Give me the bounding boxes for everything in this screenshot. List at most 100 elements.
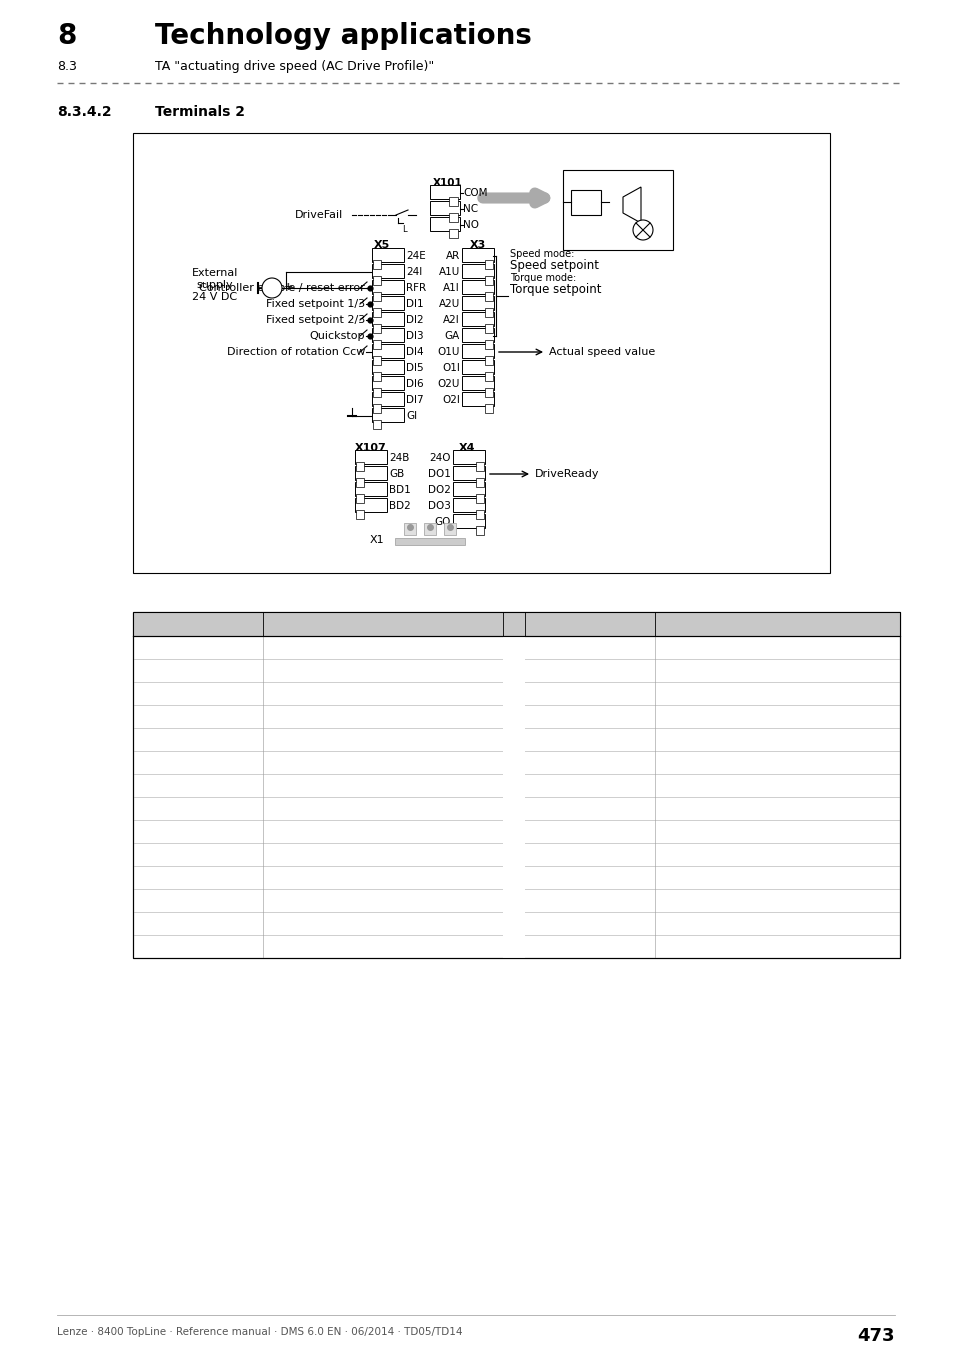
Bar — [132, 134, 829, 572]
Bar — [502, 936, 524, 958]
Bar — [476, 494, 483, 504]
Text: X4/DO1: X4/DO1 — [531, 895, 578, 906]
Text: X4/DO2: X4/DO2 — [531, 918, 578, 929]
Text: X4: X4 — [458, 443, 475, 454]
Bar — [355, 498, 387, 512]
Text: -: - — [660, 918, 664, 929]
Bar — [502, 865, 524, 890]
Bar — [484, 308, 493, 317]
Text: 8.3: 8.3 — [57, 59, 77, 73]
Bar — [562, 170, 672, 250]
Text: ): ) — [692, 872, 696, 883]
Text: LA_NCtrl.blogSpeed1: LA_NCtrl.blogSpeed1 — [269, 711, 386, 722]
Text: X5/RFR: X5/RFR — [139, 688, 184, 698]
Bar — [430, 201, 459, 215]
Bar — [461, 328, 494, 342]
Text: X3/O2I: X3/O2I — [531, 849, 572, 860]
Text: O1U: O1U — [437, 347, 459, 356]
Bar — [476, 462, 483, 471]
Text: X5/DI5: X5/DI5 — [139, 803, 180, 814]
Text: Torque setpoint: Torque setpoint — [510, 284, 601, 296]
Text: LA_NCtrl.bSetQuickstop: LA_NCtrl.bSetQuickstop — [269, 757, 401, 768]
Text: LA_NCtrl.bFailReset: LA_NCtrl.bFailReset — [269, 688, 376, 699]
Text: Assignment: Assignment — [660, 617, 739, 630]
Bar — [461, 392, 494, 406]
Bar — [476, 478, 483, 487]
Text: DI1: DI1 — [406, 298, 423, 309]
Text: X107/BD2: X107/BD2 — [139, 918, 200, 929]
Bar — [372, 392, 403, 406]
Text: BD1: BD1 — [389, 485, 411, 495]
Text: O2I: O2I — [441, 396, 459, 405]
Text: Terminals 2: Terminals 2 — [154, 105, 245, 119]
Bar — [373, 308, 380, 317]
Text: X5/DI7: X5/DI7 — [139, 849, 180, 860]
Text: supply: supply — [196, 279, 233, 290]
Bar — [430, 185, 459, 198]
Bar — [502, 819, 524, 842]
Text: A2U: A2U — [438, 298, 459, 309]
Text: A1I: A1I — [443, 284, 459, 293]
Text: X5/DI3: X5/DI3 — [139, 757, 180, 768]
Text: O1I: O1I — [441, 363, 459, 373]
Bar — [132, 612, 899, 636]
Text: -: - — [269, 918, 273, 929]
Bar — [484, 340, 493, 350]
Text: Actual speed value: Actual speed value — [548, 347, 655, 356]
Text: A1U: A1U — [438, 267, 459, 277]
Bar — [484, 324, 493, 333]
Bar — [453, 466, 484, 481]
Bar — [372, 296, 403, 310]
Bar — [484, 387, 493, 397]
Bar — [461, 312, 494, 325]
Bar — [571, 190, 600, 215]
Text: Torque mode:: Torque mode: — [510, 273, 576, 284]
Text: DI4: DI4 — [406, 347, 423, 356]
Bar — [373, 261, 380, 269]
Text: LA_NCtrl.bDriveReady: LA_NCtrl.bDriveReady — [660, 895, 783, 906]
Text: C00011: C00011 — [666, 872, 706, 883]
Text: Assignment: Assignment — [269, 617, 347, 630]
Text: DO2: DO2 — [428, 485, 451, 495]
Circle shape — [633, 220, 652, 240]
Bar — [484, 373, 493, 381]
Text: 8: 8 — [57, 22, 76, 50]
Bar — [461, 265, 494, 278]
Text: 24B: 24B — [389, 454, 409, 463]
Text: DI3: DI3 — [406, 331, 423, 342]
Text: GI: GI — [406, 410, 416, 421]
Bar — [355, 510, 364, 518]
Text: DI7: DI7 — [406, 396, 423, 405]
Text: X101: X101 — [433, 178, 462, 188]
Text: X3/A1U: X3/A1U — [531, 688, 577, 698]
Bar — [449, 230, 457, 238]
Bar — [476, 510, 483, 518]
Bar — [502, 890, 524, 913]
Text: -: - — [660, 826, 664, 837]
Text: X101/NC-NO: X101/NC-NO — [139, 643, 215, 652]
Text: X3/O2U: X3/O2U — [531, 826, 577, 837]
Bar — [403, 522, 416, 535]
Text: DI6: DI6 — [406, 379, 423, 389]
Text: 24I: 24I — [406, 267, 422, 277]
Bar — [502, 751, 524, 774]
Text: 24E: 24E — [406, 251, 425, 261]
Text: X3/A2I: X3/A2I — [531, 757, 571, 768]
Text: BD2: BD2 — [389, 501, 411, 512]
Text: X4/DO3: X4/DO3 — [531, 941, 578, 952]
Bar — [373, 275, 380, 285]
Bar — [449, 213, 457, 221]
Bar — [355, 482, 387, 495]
Text: Direction of rotation Ccw: Direction of rotation Ccw — [227, 347, 365, 356]
Text: X107/BD1: X107/BD1 — [139, 895, 200, 906]
Text: A2I: A2I — [443, 315, 459, 325]
Bar — [502, 913, 524, 936]
Text: -: - — [269, 849, 273, 860]
Bar — [372, 377, 403, 390]
Text: Speed setpoint: Speed setpoint — [510, 259, 598, 271]
Bar — [373, 292, 380, 301]
Text: 473: 473 — [857, 1327, 894, 1345]
Text: Lenze · 8400 TopLine · Reference manual · DMS 6.0 EN · 06/2014 · TD05/TD14: Lenze · 8400 TopLine · Reference manual … — [57, 1327, 462, 1336]
Bar — [443, 522, 456, 535]
Text: -: - — [660, 711, 664, 721]
